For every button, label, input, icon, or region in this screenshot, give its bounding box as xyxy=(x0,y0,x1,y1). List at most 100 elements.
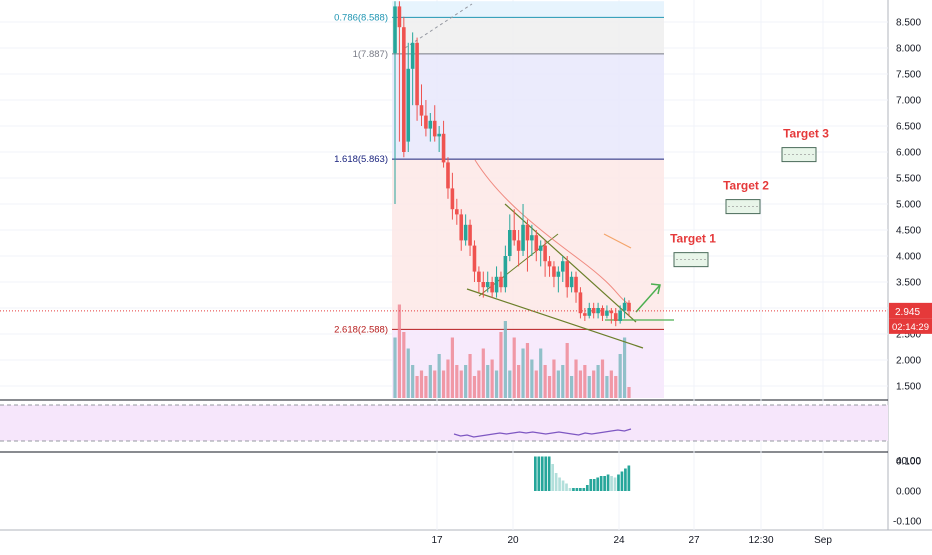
target-box xyxy=(781,147,817,163)
candle-body xyxy=(455,209,459,215)
candle-body xyxy=(507,230,512,256)
volume-bar xyxy=(450,337,454,398)
volume-bar xyxy=(494,370,499,398)
candle-body xyxy=(512,230,517,241)
price-tick-label: 8.000 xyxy=(896,44,921,55)
candle-body xyxy=(485,282,490,288)
volume-bar xyxy=(565,343,569,398)
candle-body xyxy=(627,302,631,311)
macd-histogram-bar xyxy=(617,474,620,491)
price-tick-label: 6.000 xyxy=(896,148,921,159)
macd-histogram-bar xyxy=(534,456,537,491)
targets-layer: Target 1 Target 2 Target 3 xyxy=(670,127,829,268)
price-tick-label: 3.500 xyxy=(896,278,921,289)
candle-body xyxy=(583,313,587,316)
volume-bar xyxy=(574,359,578,398)
projection-arrowhead xyxy=(650,283,661,295)
volume-bar xyxy=(622,337,627,398)
candle-body xyxy=(622,302,627,311)
volume-bar xyxy=(596,365,600,398)
candle-body xyxy=(516,240,521,251)
fib-level-label: 1(7.887) xyxy=(353,49,388,60)
candle-body xyxy=(503,256,508,288)
candle-body xyxy=(600,308,605,316)
volume-bar xyxy=(446,359,450,398)
volume-bar xyxy=(481,348,485,398)
fib-level-label: 2.618(2.588) xyxy=(334,324,388,335)
macd-histogram-bar xyxy=(579,488,582,491)
time-tick-label: 12:30 xyxy=(748,535,773,546)
price-tick-label: 7.000 xyxy=(896,96,921,107)
macd-histogram-bar xyxy=(568,488,572,491)
fib-level-label: 1.618(5.863) xyxy=(334,154,388,165)
volume-bar xyxy=(415,376,419,398)
rsi-tick-label: 40.00 xyxy=(896,456,921,467)
volume-bar xyxy=(393,337,397,398)
macd-histogram-bar xyxy=(544,456,548,491)
price-tick-label: 6.500 xyxy=(896,122,921,133)
candle-body xyxy=(525,224,530,241)
macd-histogram-bar xyxy=(603,476,606,491)
volume-bar xyxy=(517,365,521,398)
rsi-band xyxy=(0,405,888,441)
volume-bar xyxy=(402,332,406,398)
fib-layer: 0.786(8.588) 1(7.887) 1.618(5.863) 2.618(2.… xyxy=(334,1,664,398)
candle-body xyxy=(393,6,397,54)
fib-zone xyxy=(392,1,664,18)
countdown-value: 02:14:29 xyxy=(892,322,929,333)
volume-bar xyxy=(561,365,565,398)
candle-body xyxy=(578,292,583,314)
time-tick-label: 27 xyxy=(688,535,700,546)
countdown-badge xyxy=(889,318,932,334)
fib-zone xyxy=(392,159,664,330)
volume-layer xyxy=(393,304,631,398)
wedge-lower-line xyxy=(466,288,644,349)
volume-bar xyxy=(609,370,613,398)
candle-body xyxy=(397,6,402,28)
volume-bar xyxy=(587,376,591,398)
candle-body xyxy=(437,133,441,137)
macd-histogram-bar xyxy=(554,473,558,491)
candle-body xyxy=(468,224,472,246)
volume-bar xyxy=(556,370,560,398)
volume-bar xyxy=(499,332,503,398)
candle-body xyxy=(574,276,578,293)
candle-body xyxy=(547,261,552,267)
volume-bar xyxy=(406,348,410,398)
volume-bar xyxy=(525,343,530,398)
volume-bar xyxy=(583,365,587,398)
fib-level-label: 0.786(8.588) xyxy=(334,12,388,23)
price-tick-label: 4.500 xyxy=(896,226,921,237)
volume-bar xyxy=(455,365,459,398)
time-tick-label: 17 xyxy=(431,535,443,546)
macd-histogram-bar xyxy=(589,479,593,491)
macd-histogram-bar xyxy=(592,479,596,491)
fib-zone xyxy=(392,17,664,54)
candle-body xyxy=(538,245,543,251)
macd-histogram-bar xyxy=(547,456,551,491)
volume-bar xyxy=(468,354,472,398)
macd-histogram-bar xyxy=(558,477,561,491)
time-tick-label: Sep xyxy=(814,535,832,546)
candle-body xyxy=(402,27,406,153)
candle-body xyxy=(565,261,569,288)
volume-bar xyxy=(472,376,477,398)
candle-body xyxy=(618,310,622,321)
macd-histogram-bar xyxy=(575,488,579,491)
wedge-upper-line xyxy=(504,203,637,323)
fib-zone xyxy=(392,53,664,160)
time-tick-label: 24 xyxy=(613,535,625,546)
macd-histogram-bar xyxy=(585,485,589,491)
candle-body xyxy=(560,261,565,272)
volume-bar xyxy=(614,376,618,398)
volume-bar xyxy=(552,359,556,398)
macd-tick-label: -0.100 xyxy=(893,517,922,528)
candle-body xyxy=(605,310,609,316)
volume-bar xyxy=(441,370,446,398)
candle-body xyxy=(472,245,477,272)
candle-body xyxy=(569,276,574,288)
volume-bar xyxy=(464,365,468,398)
volume-bar xyxy=(547,376,552,398)
